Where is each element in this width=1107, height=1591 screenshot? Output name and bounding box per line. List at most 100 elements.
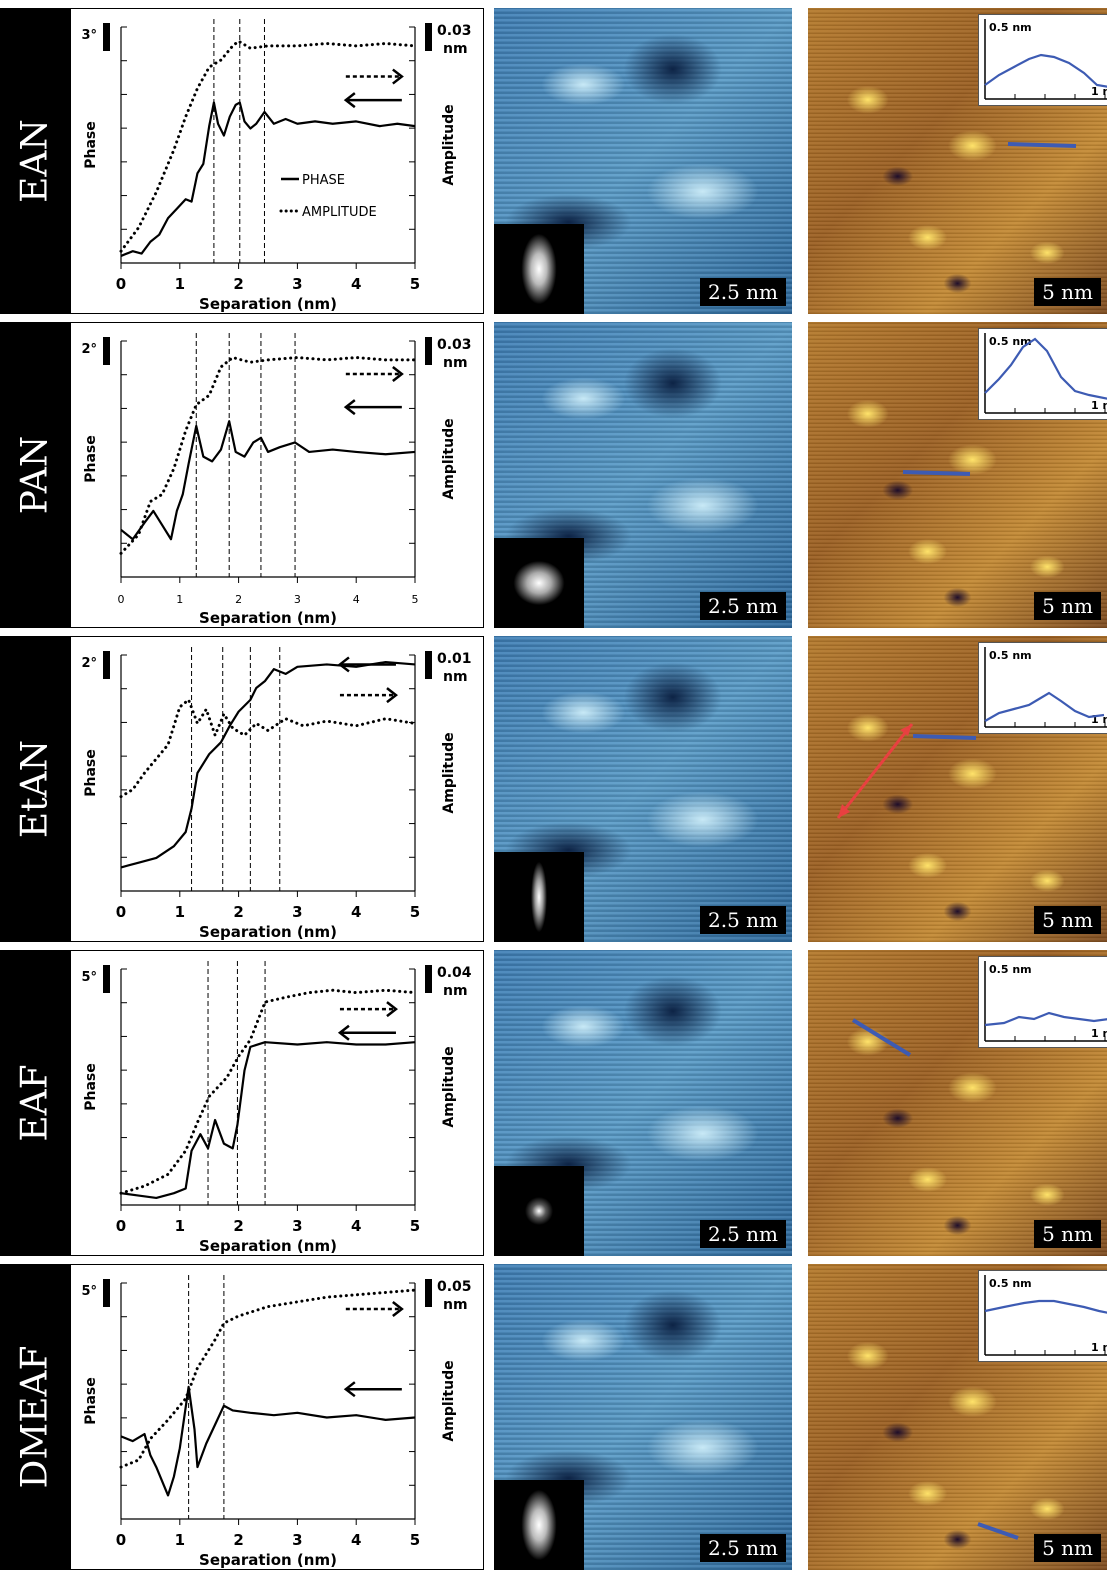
scale-bar-label: 5 nm [1034, 1534, 1101, 1562]
x-tick-label: 3 [294, 593, 301, 606]
height-profile-inset: 0.5 nm1 nm [978, 642, 1107, 734]
panel-row: EAN 0 1 2 3 4 5 Separation (nm) Phase Amplitude 3°… [0, 8, 1107, 314]
retract-arrow-icon [343, 1381, 402, 1398]
profile-overlay [977, 1522, 1019, 1540]
x-tick-label: 3 [292, 275, 302, 293]
row-label: PAN [14, 435, 56, 515]
legend-amplitude-label: AMPLITUDE [302, 205, 377, 220]
profile-overlay [1007, 142, 1077, 148]
amplitude-series-line [119, 988, 417, 1195]
profile-overlay [851, 1018, 912, 1057]
scale-bar-label: 2.5 nm [699, 1220, 786, 1248]
row-label-bar: EAN [0, 8, 70, 314]
amplitude-scale-bar [425, 965, 432, 993]
height-profile-line [984, 691, 1105, 722]
amplitude-scale-value: 0.04 [437, 965, 472, 981]
retract-arrow-icon [337, 1024, 396, 1041]
retract-arrow-icon [343, 92, 402, 109]
force-curve-plot: 0 1 2 3 4 5 Separation (nm) Phase Amplitude 5° 0.0… [70, 1264, 484, 1570]
red-double-arrow-icon [836, 723, 914, 819]
force-curve-svg: 0 1 2 3 4 5 Separation (nm) Phase Amplitude 5° 0.0… [81, 1275, 472, 1569]
amplitude-axis-label: Amplitude [441, 418, 457, 499]
row-label: EtAN [14, 739, 56, 839]
legend-phase-label: PHASE [302, 173, 345, 188]
height-profile-svg: 0.5 nm 1 nm [984, 333, 1107, 414]
x-tick-label: 5 [410, 1217, 420, 1235]
x-tick-label: 4 [351, 275, 361, 293]
x-tick-label: 1 [175, 1217, 185, 1235]
phase-scale-bar [103, 651, 110, 679]
phase-series-line [120, 1385, 416, 1497]
inset-x-scale-label: 1 nm [1091, 1341, 1107, 1354]
approach-arrow-icon [345, 1300, 404, 1317]
fft-inset [494, 224, 584, 314]
phase-axis-label: Phase [83, 749, 99, 797]
scale-bar-label: 5 nm [1034, 278, 1101, 306]
amplitude-scale-bar [425, 1279, 432, 1307]
legend: PHASE AMPLITUDE [279, 173, 377, 220]
height-profile-line [984, 337, 1107, 400]
scale-bar-label: 2.5 nm [699, 278, 786, 306]
phase-scale-bar [103, 965, 110, 993]
force-curve-plot: 0 1 2 3 4 5 Separation (nm) Phase Amplitude 5° 0.0… [70, 950, 484, 1256]
scale-bar-label: 5 nm [1034, 592, 1101, 620]
x-axis-label: Separation (nm) [199, 1551, 337, 1569]
scale-bar-label: 2.5 nm [699, 592, 786, 620]
approach-arrow-icon [345, 68, 404, 85]
row-label: EAN [14, 119, 56, 203]
approach-arrow-icon [345, 366, 404, 383]
afm-image-high-res: 2.5 nm [494, 1264, 792, 1570]
height-profile-svg: 0.5 nm1 nm [984, 647, 1107, 728]
scale-bar-label: 2.5 nm [699, 906, 786, 934]
inset-y-scale-label: 0.5 nm [989, 649, 1032, 662]
profile-overlay [836, 723, 977, 819]
height-profile-line [984, 1011, 1107, 1027]
force-curve-svg: 0 1 2 3 4 5 Separation (nm) Phase Amplitude 2° 0.0… [81, 333, 472, 627]
phase-axis-label: Phase [83, 435, 99, 483]
phase-scale-label: 2° [81, 656, 97, 671]
x-axis-label: Separation (nm) [199, 609, 337, 627]
amplitude-axis-label: Amplitude [441, 732, 457, 813]
height-profile-inset: 0.5 nm1 nm [978, 1270, 1107, 1362]
panel-row: EtAN 0 1 2 3 4 5 Separation (nm) Phase Amplitude 2… [0, 636, 1107, 942]
profile-line [902, 470, 971, 476]
profile-line [977, 1522, 1019, 1540]
phase-scale-label: 2° [81, 342, 97, 357]
x-tick-label: 0 [116, 275, 126, 293]
x-tick-label: 4 [353, 593, 360, 606]
phase-series-line [120, 1041, 416, 1200]
amplitude-scale-value: 0.05 [437, 1279, 472, 1295]
phase-scale-bar [103, 337, 110, 365]
amplitude-scale-bar [425, 337, 432, 365]
scale-bar-label: 2.5 nm [699, 1534, 786, 1562]
force-curve-svg: 0 1 2 3 4 5 Separation (nm) Phase Amplitude 5° 0.0… [81, 961, 472, 1255]
inset-y-scale-label: 0.5 nm [989, 963, 1032, 976]
afm-image-overview: 0.5 nm1 nm5 nm [808, 636, 1107, 942]
phase-scale-bar [103, 1279, 110, 1307]
amplitude-scale-unit: nm [443, 669, 468, 685]
amplitude-scale-unit: nm [443, 1297, 468, 1313]
approach-arrow-icon [339, 1001, 398, 1018]
x-tick-label: 5 [410, 903, 420, 921]
force-curve-plot: 0 1 2 3 4 5 Separation (nm) Phase Amplitude 2° 0.0… [70, 322, 484, 628]
afm-image-overview: 0.5 nm1 nm5 nm [808, 8, 1107, 314]
x-tick-label: 0 [116, 1531, 126, 1549]
x-tick-label: 4 [351, 903, 361, 921]
amplitude-scale-unit: nm [443, 355, 468, 371]
amplitude-series-line [119, 698, 417, 799]
inset-x-scale-label: 1 nm [1091, 399, 1107, 412]
fft-inset [494, 1480, 584, 1570]
amplitude-scale-bar [425, 23, 432, 51]
x-tick-label: 2 [233, 1217, 243, 1235]
x-tick-label: 2 [233, 1531, 243, 1549]
approach-arrow-icon [339, 687, 398, 704]
afm-image-high-res: 2.5 nm [494, 636, 792, 942]
phase-series-line [120, 660, 416, 869]
retract-arrow-icon [343, 399, 402, 416]
x-tick-label: 2 [235, 593, 242, 606]
phase-series-line [120, 101, 416, 257]
inset-y-scale-label: 0.5 nm [989, 335, 1032, 348]
force-curve-svg: 0 1 2 3 4 5 Separation (nm) Phase Amplitude 2° 0.0… [81, 647, 472, 941]
amplitude-scale-bar [425, 651, 432, 679]
amplitude-axis-label: Amplitude [441, 1046, 457, 1127]
